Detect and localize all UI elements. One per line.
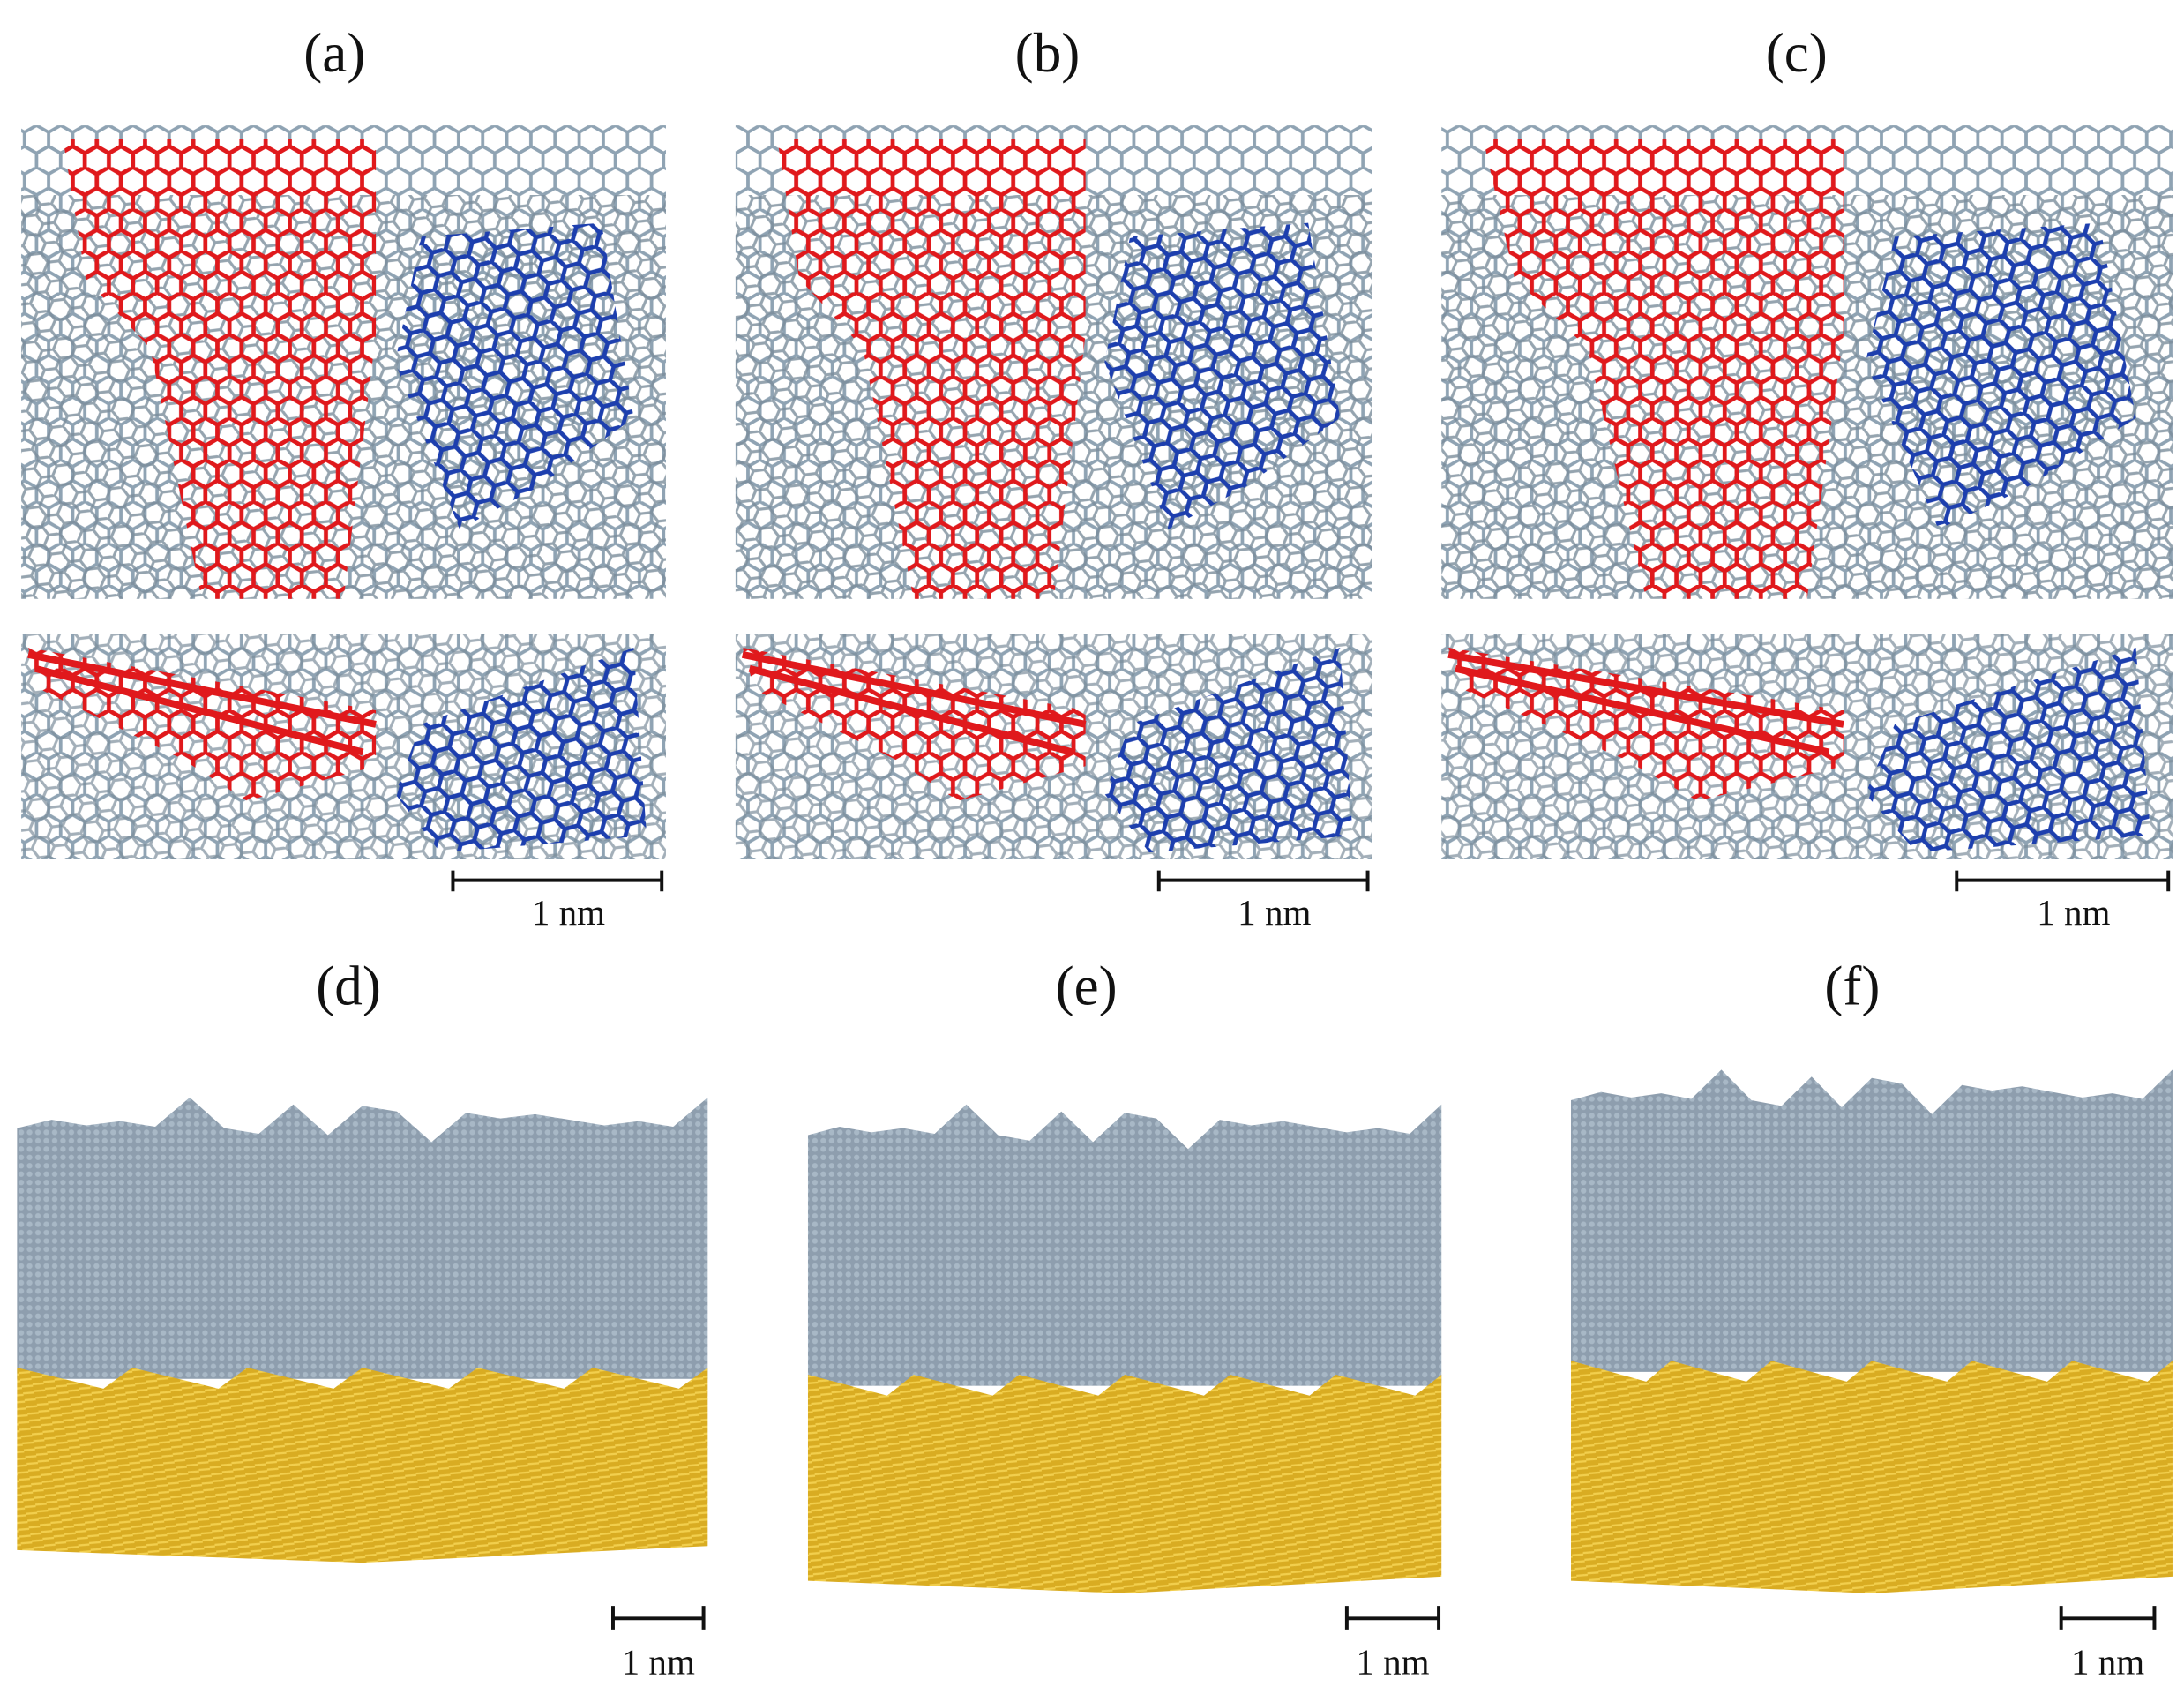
red-molecule (777, 139, 1086, 599)
blue-molecule (1104, 222, 1341, 529)
scale-label: 1 nm (622, 1641, 695, 1682)
panel-label: (e) (1056, 955, 1118, 1016)
scale-bar (1156, 870, 1370, 892)
scale-label: 1 nm (2071, 1641, 2144, 1682)
red-side-line (1447, 651, 1844, 756)
scale-bar (2059, 1606, 2157, 1630)
scale-label: 1 nm (1356, 1641, 1429, 1682)
scale-bar (1344, 1606, 1441, 1630)
panel-label: (c) (1766, 22, 1828, 84)
carbon-layer (17, 1097, 708, 1379)
carbon-layer (807, 1104, 1442, 1386)
gold-layer (807, 1375, 1442, 1593)
scale-label: 1 nm (1238, 892, 1311, 933)
scale-bar (451, 870, 664, 892)
panel-label: (d) (316, 955, 381, 1016)
panel-label: (f) (1824, 955, 1880, 1016)
panel-label: (b) (1015, 22, 1081, 84)
carbon-layer (1571, 1069, 2173, 1372)
red-molecule (1483, 139, 1844, 599)
blue-side (394, 648, 647, 853)
scale-label: 1 nm (2037, 892, 2110, 933)
panel-label: (a) (303, 22, 365, 84)
red-side-line (27, 651, 377, 756)
scale-bar (1955, 870, 2171, 892)
blue-side (1104, 648, 1353, 853)
red-molecule (63, 139, 377, 599)
red-side-line (741, 651, 1087, 756)
blue-molecule (1865, 222, 2136, 529)
scale-bar (611, 1606, 706, 1630)
gold-layer (1571, 1361, 2173, 1593)
blue-side (1865, 648, 2151, 853)
gold-layer (17, 1368, 708, 1563)
blue-molecule (394, 222, 634, 529)
scale-label: 1 nm (532, 892, 605, 933)
